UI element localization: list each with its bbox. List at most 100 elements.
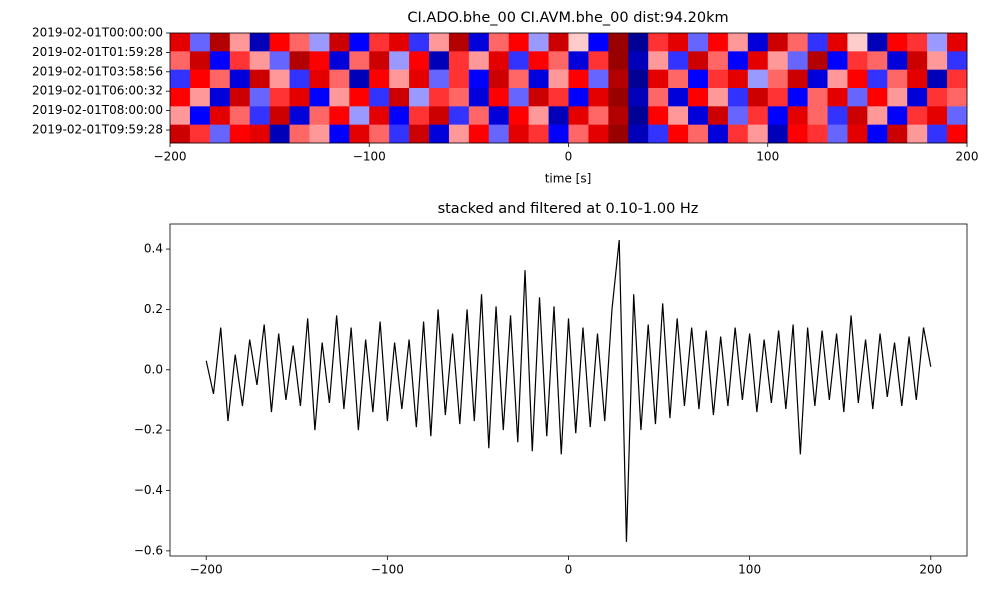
- heatmap-cell: [867, 88, 888, 107]
- x-tick-label: −100: [371, 563, 404, 577]
- heatmap-cell: [827, 124, 848, 144]
- chart-title: CI.ADO.bhe_00 CI.AVM.bhe_00 dist:94.20km: [407, 10, 728, 26]
- heatmap-cell: [508, 124, 529, 144]
- heatmap-cell: [488, 33, 510, 52]
- heatmap-cell: [568, 106, 589, 125]
- heatmap-cell: [568, 51, 589, 70]
- heatmap-cell: [369, 69, 390, 89]
- heatmap-cell: [448, 124, 470, 144]
- heatmap-cell: [329, 88, 350, 107]
- heatmap-cell: [707, 124, 729, 144]
- heatmap-cell: [309, 51, 330, 70]
- heatmap-cell: [847, 88, 868, 107]
- heatmap-cell: [269, 69, 290, 89]
- heatmap-cell: [707, 69, 729, 89]
- heatmap-cell: [648, 51, 669, 70]
- heatmap-cell: [947, 88, 968, 107]
- heatmap-cell: [787, 124, 808, 144]
- heatmap-cell: [269, 88, 290, 107]
- y-tick-label: 2019-02-01T06:00:32: [32, 84, 163, 98]
- line-series: [205, 239, 932, 542]
- heatmap-cell: [568, 33, 589, 52]
- heatmap-cell: [488, 69, 510, 89]
- heatmap-cell: [488, 51, 510, 70]
- heatmap-cell: [588, 33, 609, 52]
- heatmap-cell: [329, 69, 350, 89]
- y-tick-label: 0.0: [144, 362, 163, 376]
- heatmap-cell: [787, 69, 808, 89]
- heatmap-cell: [767, 124, 788, 144]
- heatmap-cell: [767, 33, 788, 52]
- heatmap-cell: [847, 106, 868, 125]
- heatmap-cell: [209, 88, 231, 107]
- heatmap-cell: [668, 88, 689, 107]
- heatmap-cell: [727, 124, 749, 144]
- heatmap-cell: [707, 33, 729, 52]
- heatmap-cell: [707, 51, 729, 70]
- heatmap-cell: [688, 124, 709, 144]
- axes-frame: [169, 223, 968, 557]
- heatmap-cell: [787, 88, 808, 107]
- heatmap-cell: [688, 51, 709, 70]
- heatmap-cell: [827, 51, 848, 70]
- heatmap-cell: [528, 69, 549, 89]
- heatmap-cell: [309, 106, 330, 125]
- heatmap-cell: [847, 33, 868, 52]
- heatmap-cell: [189, 33, 211, 52]
- heatmap-cell: [907, 88, 928, 107]
- heatmap-cell: [289, 69, 310, 89]
- heatmap-cell: [568, 124, 589, 144]
- heatmap-cell: [668, 124, 689, 144]
- heatmap-cell: [209, 51, 231, 70]
- heatmap-cell: [189, 88, 211, 107]
- heatmap-cell: [827, 88, 848, 107]
- chart-title: stacked and filtered at 0.10-1.00 Hz: [438, 201, 699, 217]
- heatmap-cell: [608, 88, 629, 107]
- heatmap-cell: [608, 106, 629, 125]
- y-tick-label: 0.2: [144, 302, 163, 316]
- heatmap-cell: [827, 69, 848, 89]
- heatmap-cell: [867, 124, 888, 144]
- heatmap-cell: [648, 106, 669, 125]
- heatmap-cell: [429, 106, 450, 125]
- heatmap-cell: [548, 124, 569, 144]
- heatmap-cell: [448, 106, 470, 125]
- heatmap-cell: [867, 106, 888, 125]
- heatmap-cell: [229, 88, 250, 107]
- x-tick-label: 100: [756, 150, 779, 164]
- heatmap-cell: [807, 124, 828, 144]
- heatmap-cell: [409, 106, 430, 125]
- heatmap-cell: [747, 51, 769, 70]
- heatmap-cell: [907, 124, 928, 144]
- heatmap-cell: [588, 124, 609, 144]
- heatmap-cell: [508, 69, 529, 89]
- x-tick-label: −200: [154, 150, 187, 164]
- heatmap-cell: [887, 88, 908, 107]
- y-tick-label: 0.4: [144, 242, 163, 256]
- heatmap-cell: [668, 106, 689, 125]
- heatmap-cell: [807, 106, 828, 125]
- heatmap-cell: [508, 106, 529, 125]
- heatmap-cell: [947, 69, 968, 89]
- heatmap-cell: [349, 33, 370, 52]
- heatmap-cell: [907, 51, 928, 70]
- heatmap-cell: [688, 106, 709, 125]
- heatmap-cell: [787, 51, 808, 70]
- heatmap-cell: [249, 69, 270, 89]
- heatmap-cell: [409, 124, 430, 144]
- heatmap-cell: [229, 69, 250, 89]
- x-tick-label: 200: [956, 150, 979, 164]
- heatmap-cell: [488, 106, 510, 125]
- heatmap-cell: [448, 88, 470, 107]
- heatmap-cell: [628, 124, 649, 144]
- heatmap-cell: [947, 33, 968, 52]
- heatmap-cell: [608, 124, 629, 144]
- heatmap-cell: [170, 124, 191, 144]
- x-tick-label: 0: [565, 150, 573, 164]
- x-tick-label: 0: [565, 563, 573, 577]
- heatmap-cell: [329, 106, 350, 125]
- heatmap-cell: [887, 51, 908, 70]
- heatmap-cell: [727, 51, 749, 70]
- heatmap-cell: [727, 106, 749, 125]
- heatmap-cell: [688, 33, 709, 52]
